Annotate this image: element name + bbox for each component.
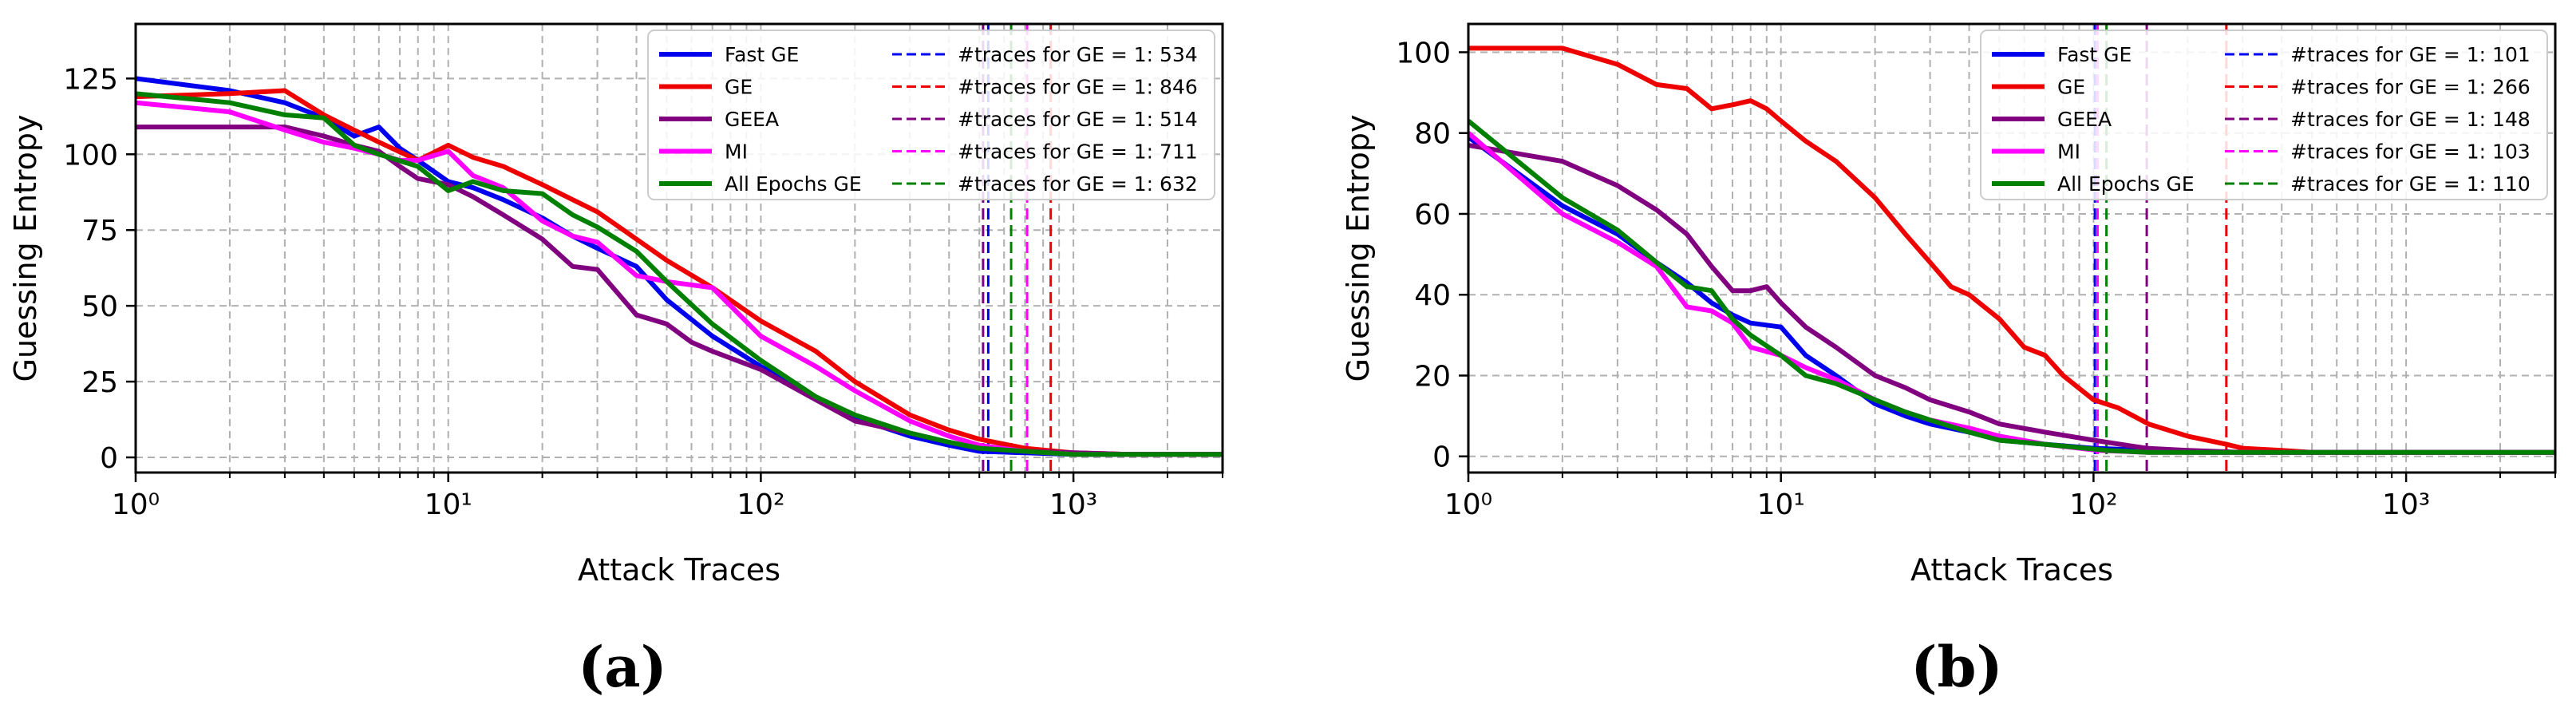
legend-label: #traces for GE = 1: 266 xyxy=(2290,76,2531,99)
x-tick-label: 10³ xyxy=(1049,489,1097,521)
x-tick-label: 10⁰ xyxy=(1444,489,1492,521)
series xyxy=(1468,45,2555,455)
x-axis-label: Attack Traces xyxy=(578,552,780,587)
y-axis-label: Guessing Entropy xyxy=(8,115,43,382)
x-tick-label: 10¹ xyxy=(425,489,472,521)
y-tick-label: 50 xyxy=(81,291,118,323)
x-axis-label: Attack Traces xyxy=(1910,552,2113,587)
panel-caption: (b) xyxy=(1910,634,2002,700)
x-tick-label: 10² xyxy=(2069,489,2117,521)
legend-label: #traces for GE = 1: 846 xyxy=(958,76,1198,99)
legend-label: #traces for GE = 1: 711 xyxy=(958,140,1198,164)
legend-label: GEEA xyxy=(725,108,779,131)
y-tick-label: 40 xyxy=(1414,279,1451,312)
y-tick-label: 0 xyxy=(100,442,118,475)
legend-label: #traces for GE = 1: 103 xyxy=(2290,140,2531,164)
y-axis-label: Guessing Entropy xyxy=(1341,115,1376,382)
legend-label: GE xyxy=(725,76,753,99)
y-tick-label: 60 xyxy=(1414,199,1451,231)
y-tick-label: 125 xyxy=(63,63,118,96)
y-tick-label: 0 xyxy=(1432,441,1451,474)
legend: Fast GE GE GEEA MI All Epochs GE #traces for … xyxy=(1980,30,2548,200)
y-tick-label: 75 xyxy=(81,215,118,247)
plot-frame xyxy=(1467,22,2557,474)
legend-label: #traces for GE = 1: 110 xyxy=(2290,172,2531,196)
legend-label: MI xyxy=(725,140,748,164)
x-tick-label: 10¹ xyxy=(1757,489,1805,521)
chart-panel-b: 10⁰ 10¹ 10² 10³ 0 20 40 60 80 100 Attack Traces Gue… xyxy=(1341,22,2557,700)
legend-label: MI xyxy=(2057,140,2080,164)
plot-frame xyxy=(134,22,1224,474)
y-tick-label: 25 xyxy=(81,366,118,399)
legend-label: Fast GE xyxy=(725,43,799,66)
legend-label: #traces for GE = 1: 101 xyxy=(2290,43,2531,66)
series-line-ge xyxy=(136,88,1223,457)
legend-box xyxy=(647,30,1215,200)
legend: Fast GE GE GEEA MI All Epochs GE #traces for … xyxy=(647,30,1215,200)
x-tick-label: 10² xyxy=(737,489,784,521)
legend-label: #traces for GE = 1: 514 xyxy=(958,108,1198,131)
y-tick-label: 100 xyxy=(63,139,118,172)
y-tick-label: 80 xyxy=(1414,118,1451,151)
legend-label: GEEA xyxy=(2057,108,2112,131)
legend-label: #traces for GE = 1: 632 xyxy=(958,172,1198,196)
series xyxy=(136,76,1223,457)
series-line-all xyxy=(1468,119,2555,455)
x-tick-label: 10⁰ xyxy=(112,489,160,521)
y-tick-label: 20 xyxy=(1414,360,1451,393)
chart-panel-a: 10⁰ 10¹ 10² 10³ 0 25 50 75 100 125 Attack Traces Gu… xyxy=(8,22,1224,700)
legend-label: #traces for GE = 1: 534 xyxy=(958,43,1198,66)
x-tick-label: 10³ xyxy=(2382,489,2430,521)
legend-label: #traces for GE = 1: 148 xyxy=(2290,108,2531,131)
legend-label: All Epochs GE xyxy=(2057,172,2195,196)
series-line-all xyxy=(136,91,1223,457)
legend-label: All Epochs GE xyxy=(725,172,862,196)
legend-label: Fast GE xyxy=(2057,43,2132,66)
y-tick-label: 100 xyxy=(1396,37,1451,69)
legend-box xyxy=(1980,30,2548,200)
series-line-ge xyxy=(1468,45,2555,455)
panel-caption: (a) xyxy=(578,634,667,700)
legend-label: GE xyxy=(2057,76,2085,99)
